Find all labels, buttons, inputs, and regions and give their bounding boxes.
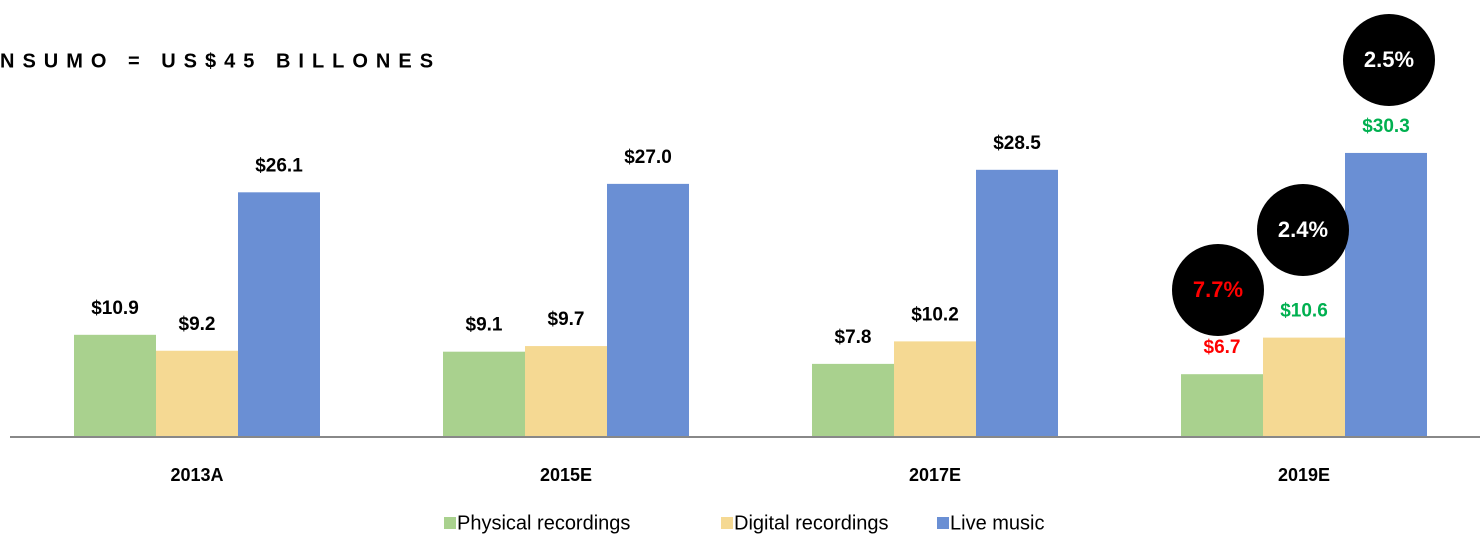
x-tick-label: 2015E bbox=[540, 465, 592, 485]
annotation: 7.7% bbox=[1193, 277, 1243, 302]
x-tick-label: 2013A bbox=[170, 465, 223, 485]
x-tick-label: 2017E bbox=[909, 465, 961, 485]
data-label: $30.3 bbox=[1362, 116, 1410, 137]
legend-label: Live music bbox=[950, 512, 1044, 534]
data-label: $9.7 bbox=[548, 309, 585, 330]
data-label: $10.2 bbox=[911, 304, 959, 325]
bar bbox=[894, 341, 976, 437]
bar bbox=[525, 346, 607, 437]
data-label: $10.9 bbox=[91, 298, 139, 319]
bar bbox=[156, 350, 238, 437]
legend-label: Physical recordings bbox=[457, 512, 630, 534]
data-label: $28.5 bbox=[993, 133, 1041, 154]
bar bbox=[976, 169, 1058, 437]
bar bbox=[443, 351, 525, 437]
bar bbox=[1181, 374, 1263, 437]
bar bbox=[607, 183, 689, 437]
bar bbox=[1263, 337, 1345, 437]
bar bbox=[1345, 152, 1427, 437]
legend-swatch bbox=[937, 517, 949, 529]
annotation: 2.4% bbox=[1278, 217, 1328, 242]
data-label: $9.1 bbox=[466, 315, 503, 336]
bar bbox=[238, 192, 320, 437]
data-label: $10.6 bbox=[1280, 301, 1328, 322]
data-label: $9.2 bbox=[179, 314, 216, 335]
annotation-bubble bbox=[1343, 14, 1435, 106]
data-label: $7.8 bbox=[835, 327, 872, 348]
legend-swatch bbox=[444, 517, 456, 529]
chart-title: NSUMO = US$45 BILLONES bbox=[0, 50, 441, 72]
data-label: $6.7 bbox=[1204, 337, 1241, 358]
data-label: $27.0 bbox=[624, 147, 672, 168]
legend-swatch bbox=[721, 517, 733, 529]
bar bbox=[812, 363, 894, 437]
bar bbox=[74, 334, 156, 437]
x-tick-label: 2019E bbox=[1278, 465, 1330, 485]
annotation-bubble bbox=[1257, 184, 1349, 276]
annotation: 2.5% bbox=[1364, 47, 1414, 72]
data-label: $26.1 bbox=[255, 155, 303, 176]
legend-label: Digital recordings bbox=[734, 512, 889, 534]
annotation-bubble bbox=[1172, 244, 1264, 336]
